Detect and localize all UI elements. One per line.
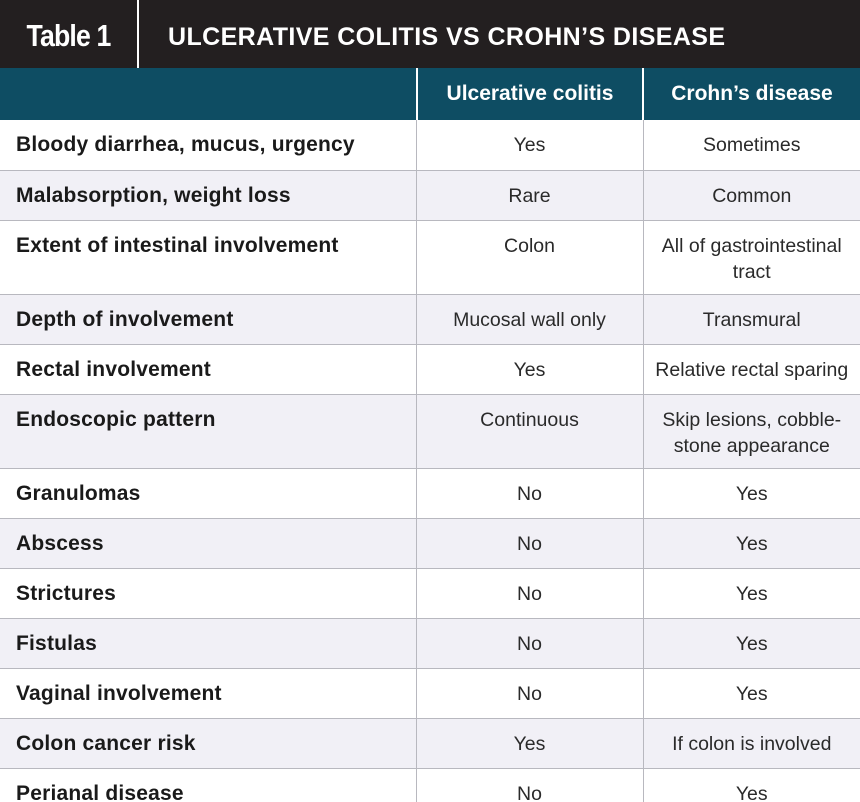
row-crohns-disease-cell: Common [642,170,860,221]
row-crohns-disease-cell: Yes [642,768,860,802]
header-cell-feature [0,68,416,120]
row-ulcerative-colitis-cell: Rare [415,170,643,221]
row-ulcerative-colitis-cell: Colon [415,220,643,295]
row-feature-cell: Malabsorption, weight loss [0,170,416,221]
row-feature-cell: Abscess [0,518,416,569]
row-ulcerative-colitis-cell: Yes [415,344,643,395]
table-row: Granulomas No Yes [0,468,860,519]
row-ulcerative-colitis-cell: No [415,668,643,719]
row-crohns-disease-cell: If colon is involved [642,718,860,769]
table-row: Abscess No Yes [0,518,860,569]
row-ulcerative-colitis-cell: No [415,468,643,519]
table-title-bar: Table 1 ULCERATIVE COLITIS VS CROHN’S DI… [0,0,860,68]
row-crohns-disease-cell: Yes [642,668,860,719]
table-title: ULCERATIVE COLITIS VS CROHN’S DISEASE [168,22,726,51]
comparison-table-body: Bloody diarrhea, mucus, urgency Yes Someti… [0,120,860,802]
row-ulcerative-colitis-cell: Yes [415,718,643,769]
table-row: Malabsorption, weight loss Rare Common [0,170,860,221]
row-ulcerative-colitis-cell: No [415,618,643,669]
table-row: Bloody diarrhea, mucus, urgency Yes Someti… [0,120,860,171]
row-ulcerative-colitis-cell: Mucosal wall only [415,294,643,345]
table-number-label: Table 1 [26,18,112,53]
row-crohns-disease-cell: Yes [642,468,860,519]
row-feature-cell: Fistulas [0,618,416,669]
row-crohns-disease-cell: Relative rectal sparing [642,344,860,395]
row-feature-cell: Colon cancer risk [0,718,416,769]
row-feature-cell: Granulomas [0,468,416,519]
title-divider [137,0,139,68]
row-feature-cell: Depth of involvement [0,294,416,345]
row-feature-cell: Rectal involvement [0,344,416,395]
row-ulcerative-colitis-cell: No [415,568,643,619]
row-ulcerative-colitis-cell: No [415,768,643,802]
row-crohns-disease-cell: Yes [642,518,860,569]
table-row: Colon cancer risk Yes If colon is involved [0,718,860,769]
row-ulcerative-colitis-cell: No [415,518,643,569]
header-cell-crohns-disease: Crohn’s disease [671,82,833,105]
row-crohns-disease-cell: All of gastrointestinal tract [642,220,860,295]
row-crohns-disease-cell: Skip lesions, cobble-stone appearance [642,394,860,469]
table-row: Rectal involvement Yes Relative rectal spa… [0,344,860,395]
table-row: Vaginal involvement No Yes [0,668,860,719]
header-cell-ulcerative-colitis: Ulcerative colitis [446,82,614,105]
row-feature-cell: Endoscopic pattern [0,394,416,469]
row-feature-cell: Strictures [0,568,416,619]
table-row: Endoscopic pattern Continuous Skip lesions… [0,394,860,469]
table-row: Fistulas No Yes [0,618,860,669]
row-feature-cell: Vaginal involvement [0,668,416,719]
header-divider [416,68,418,120]
header-divider [642,68,644,120]
table-row: Depth of involvement Mucosal wall only Tra… [0,294,860,345]
row-crohns-disease-cell: Transmural [642,294,860,345]
row-feature-cell: Perianal disease [0,768,416,802]
table-row: Perianal disease No Yes [0,768,860,802]
row-crohns-disease-cell: Yes [642,618,860,669]
row-feature-cell: Extent of intestinal involvement [0,220,416,295]
table-header-row: Ulcerative colitis Crohn’s disease [0,68,860,120]
row-feature-cell: Bloody diarrhea, mucus, urgency [0,120,416,171]
row-ulcerative-colitis-cell: Continuous [415,394,643,469]
table-body: Bloody diarrhea, mucus, urgency Yes Someti… [0,120,860,802]
row-crohns-disease-cell: Sometimes [642,120,860,171]
table-row: Strictures No Yes [0,568,860,619]
row-crohns-disease-cell: Yes [642,568,860,619]
row-ulcerative-colitis-cell: Yes [415,120,643,171]
table-row: Extent of intestinal involvement Colon All… [0,220,860,295]
